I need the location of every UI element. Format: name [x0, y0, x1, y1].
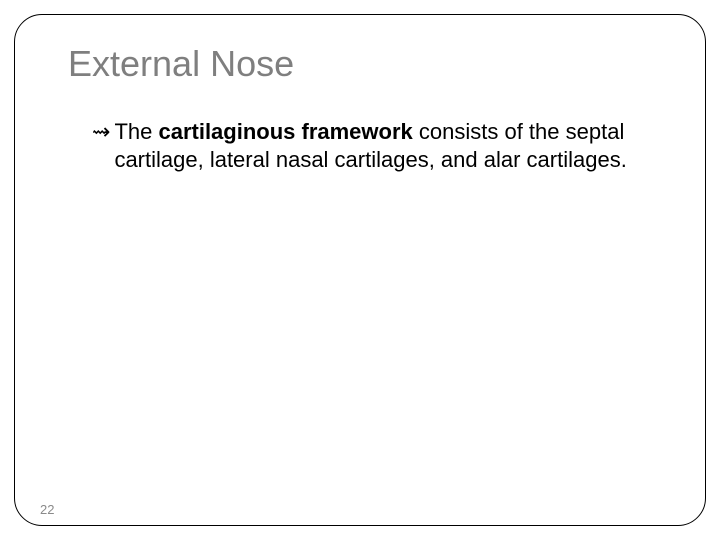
bullet-icon: ⇝ [92, 118, 110, 146]
bullet-text-bold: cartilaginous framework [158, 119, 418, 144]
slide-title: External Nose [68, 44, 294, 84]
bullet-text: The cartilaginous framework consists of … [114, 118, 632, 173]
slide-inner-border [14, 14, 706, 526]
page-number: 22 [40, 502, 54, 517]
slide-body: ⇝ The cartilaginous framework consists o… [92, 118, 632, 173]
bullet-item: ⇝ The cartilaginous framework consists o… [92, 118, 632, 173]
bullet-text-lead: The [114, 119, 158, 144]
slide: External Nose ⇝ The cartilaginous framew… [0, 0, 720, 540]
